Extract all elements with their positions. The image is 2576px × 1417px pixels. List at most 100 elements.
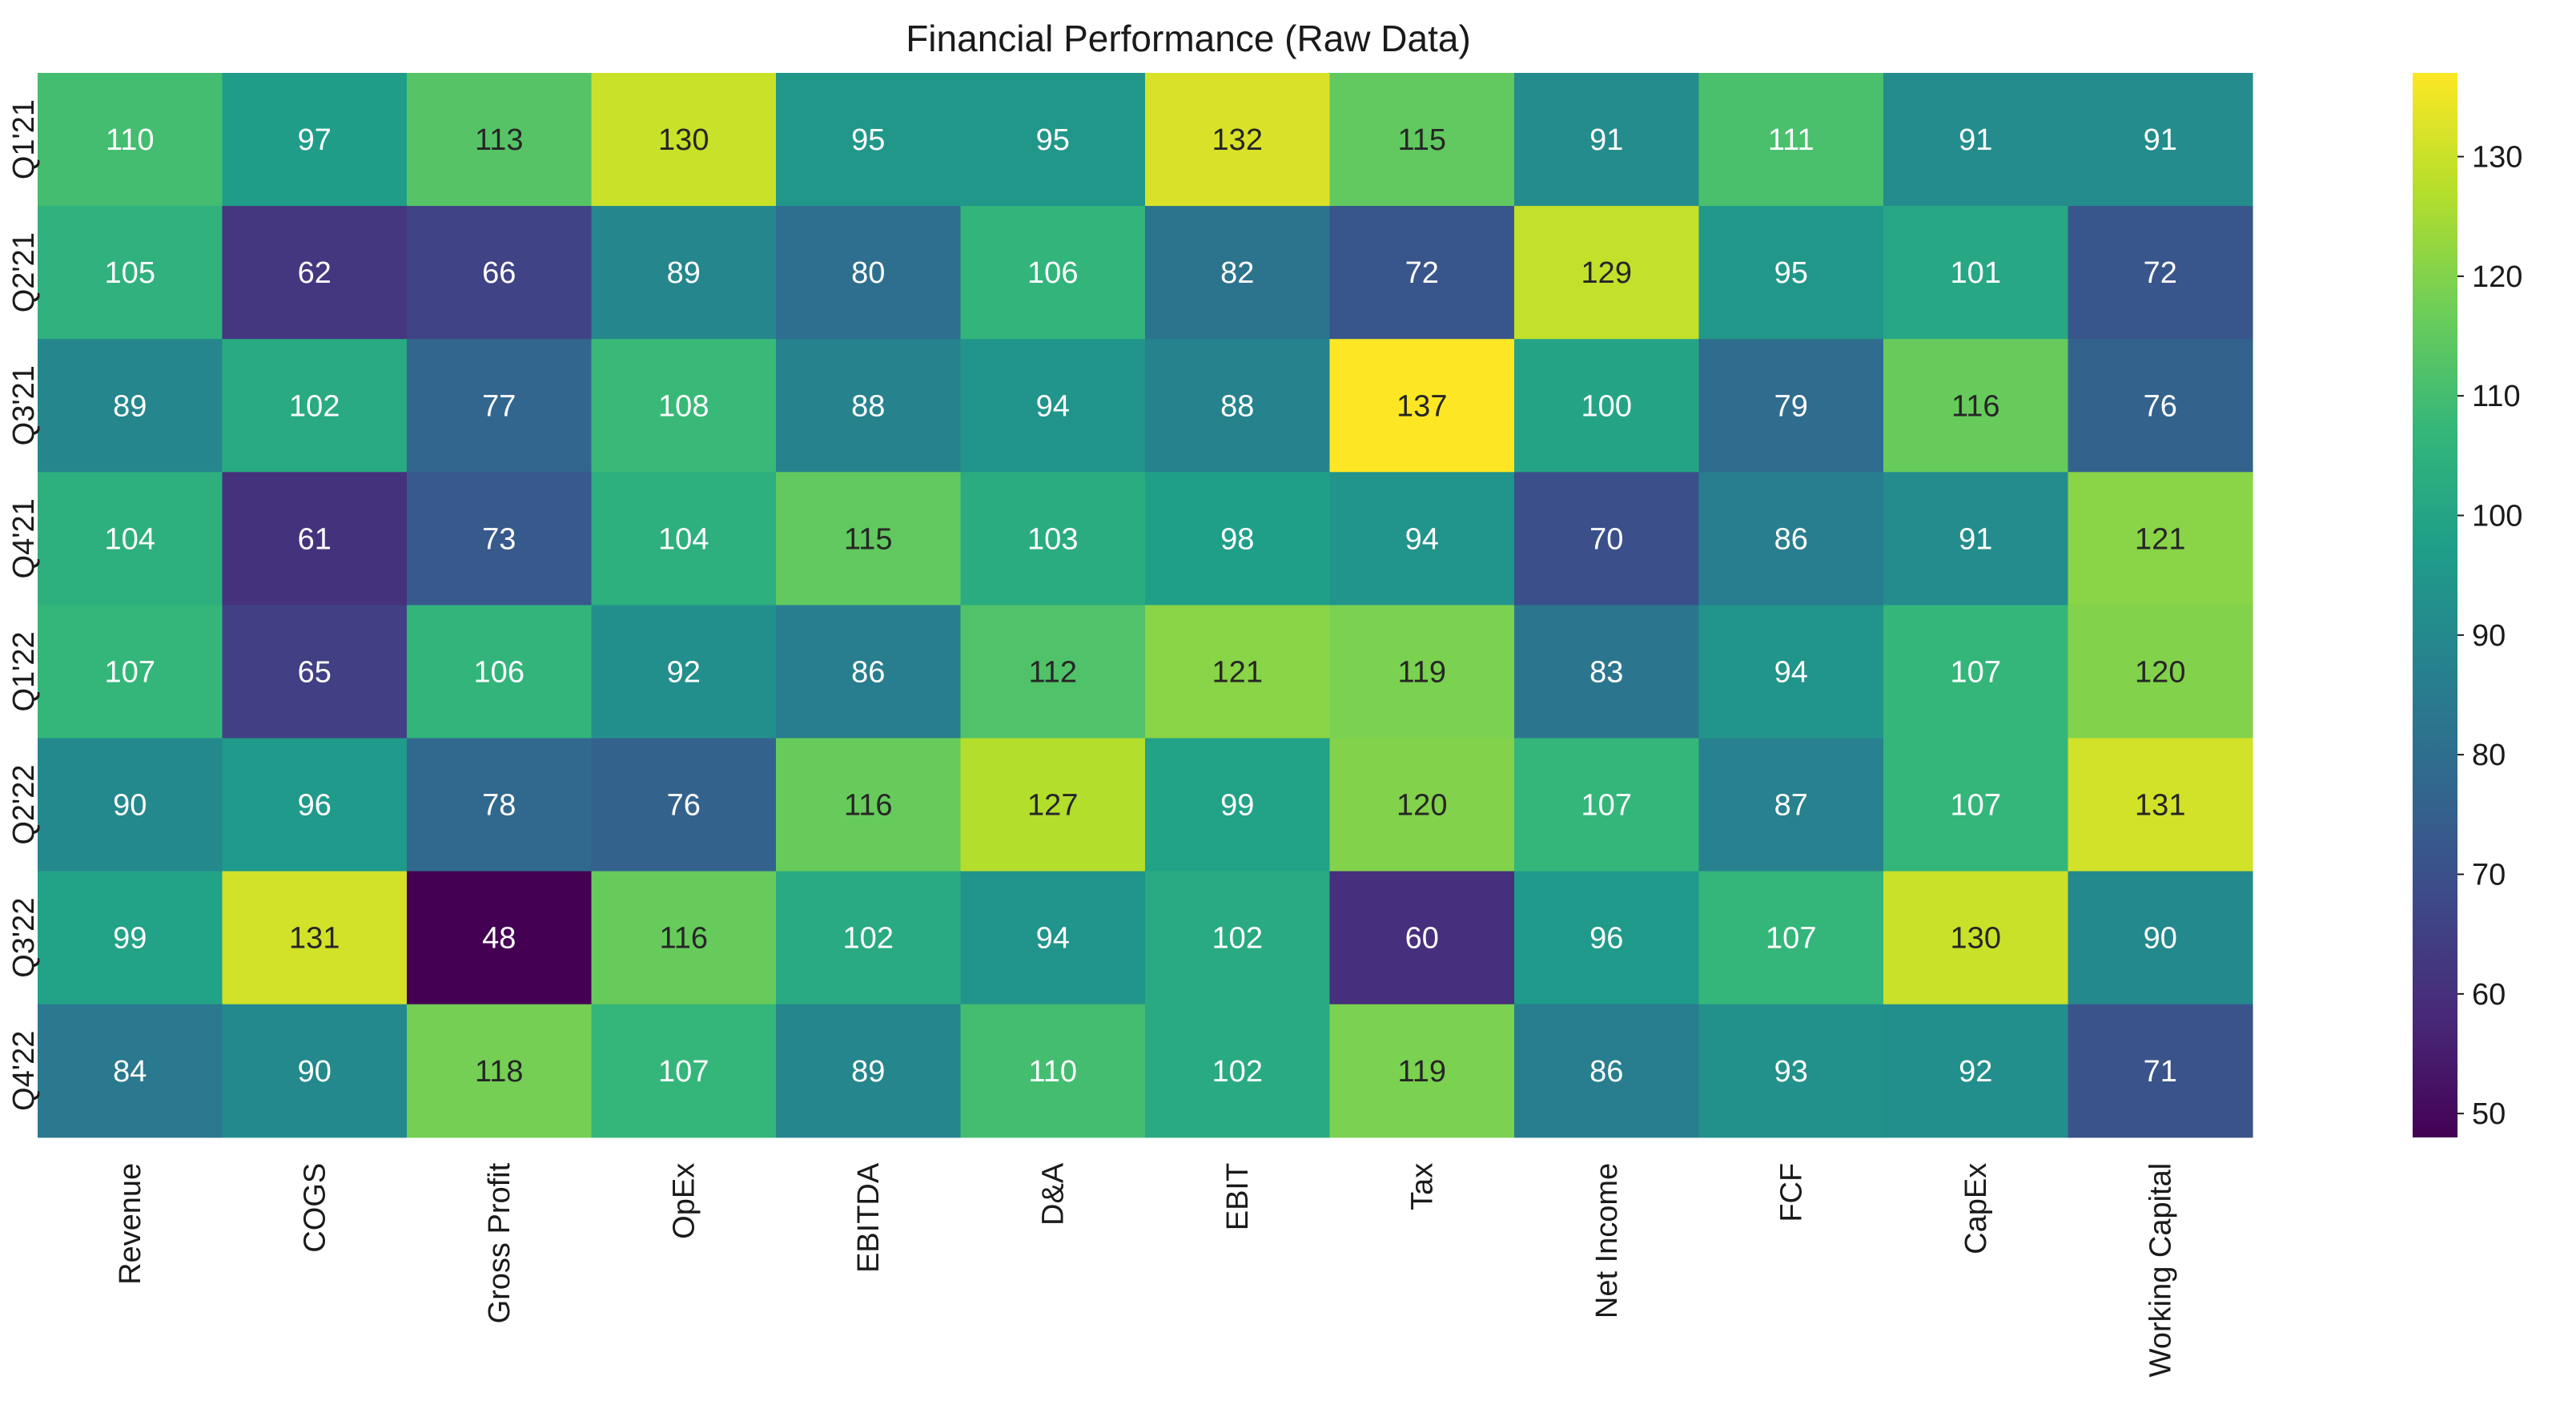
heatmap-cell-q1-22-fcf <box>1698 605 1884 739</box>
cell-value-label: 89 <box>667 256 701 290</box>
heatmap-cell-q4-22-cogs <box>222 1004 408 1138</box>
heatmap-cell-q2-21-net-income <box>1514 206 1700 340</box>
x-tick-label-ebitda: EBITDA <box>852 1162 886 1273</box>
heatmap-cell-q1-21-ebit <box>1145 73 1331 207</box>
cell-value-label: 108 <box>658 389 709 423</box>
cell-value-label: 89 <box>851 1055 885 1089</box>
y-tick-label-q4-22: Q4'22 <box>7 1031 41 1111</box>
x-tick-label-tax: Tax <box>1406 1163 1440 1210</box>
x-tick-label-capex: CapEx <box>1959 1163 1993 1254</box>
heatmap-cell-q3-21-ebit <box>1145 339 1331 473</box>
y-tick-label-q3-21: Q3'21 <box>7 365 41 445</box>
cell-value-label: 119 <box>1397 1055 1446 1089</box>
heatmap-cell-q1-22-working-capital <box>2068 605 2253 739</box>
cell-value-label: 97 <box>298 123 332 157</box>
heatmap-cell-q2-21-ebit <box>1145 206 1331 340</box>
heatmap-cell-q4-22-working-capital <box>2068 1004 2253 1138</box>
y-tick-label-q4-21: Q4'21 <box>7 498 41 578</box>
cell-value-label: 80 <box>851 256 885 290</box>
cell-value-label: 91 <box>2144 123 2177 157</box>
cell-value-label: 94 <box>1405 522 1439 556</box>
heatmap-cell-q3-22-fcf <box>1698 871 1884 1005</box>
heatmap-cell-q1-22-net-income <box>1514 605 1700 739</box>
heatmap-cell-q3-22-tax <box>1329 871 1515 1005</box>
chart-title: Financial Performance (Raw Data) <box>906 18 1471 59</box>
heatmap-cell-q2-21-d-a <box>960 206 1146 340</box>
cell-value-label: 107 <box>658 1055 709 1089</box>
cell-value-label: 120 <box>2135 655 2185 689</box>
cell-value-label: 120 <box>1397 789 1447 823</box>
heatmap-cell-q4-22-d-a <box>960 1004 1146 1138</box>
heatmap-cell-q4-22-ebit <box>1145 1004 1331 1138</box>
cell-value-label: 115 <box>844 522 893 556</box>
cell-value-label: 118 <box>475 1055 524 1089</box>
heatmap-cell-q4-21-revenue <box>38 472 223 606</box>
cell-value-label: 60 <box>1405 922 1439 956</box>
y-tick-label-q3-22: Q3'22 <box>7 898 41 978</box>
x-tick-label-revenue: Revenue <box>114 1163 147 1285</box>
heatmap-cell-q3-22-d-a <box>960 871 1146 1005</box>
x-axis-tick-labels: Revenue COGS Gross Profit OpEx EBITDA D&A EBIT… <box>114 1162 2178 1377</box>
cell-value-label: 113 <box>475 123 524 157</box>
cell-value-label: 83 <box>1589 655 1623 689</box>
cell-value-label: 132 <box>1212 123 1263 157</box>
heatmap-cell-q1-22-ebit <box>1145 605 1331 739</box>
cell-value-label: 48 <box>482 922 516 956</box>
heatmap-cell-q2-21-working-capital <box>2068 206 2253 340</box>
heatmap-cell-q1-21-revenue <box>38 73 223 207</box>
heatmap-cell-q1-21-ebitda <box>776 73 962 207</box>
cell-value-label: 94 <box>1036 389 1070 423</box>
heatmap-cell-q1-22-revenue <box>38 605 223 739</box>
cell-value-label: 76 <box>667 789 701 823</box>
cell-value-label: 129 <box>1581 256 1632 290</box>
cell-value-label: 92 <box>1959 1055 1992 1089</box>
heatmap-cell-q3-22-net-income <box>1514 871 1700 1005</box>
heatmap-cell-q2-21-revenue <box>38 206 223 340</box>
cell-value-label: 102 <box>1212 1055 1263 1089</box>
cell-value-label: 116 <box>659 922 708 956</box>
colorbar-tick-label-130: 130 <box>2472 141 2522 175</box>
heatmap-cell-q1-22-cogs <box>222 605 408 739</box>
cell-value-label: 95 <box>851 123 885 157</box>
heatmap-cell-q3-21-capex <box>1883 339 2069 473</box>
cell-value-label: 72 <box>1405 256 1439 290</box>
cell-value-label: 110 <box>106 123 155 157</box>
cell-value-label: 115 <box>1397 123 1446 157</box>
heatmap-cell-q3-21-ebitda <box>776 339 962 473</box>
cell-value-label: 102 <box>1212 922 1263 956</box>
cell-value-label: 96 <box>1589 922 1623 956</box>
cell-value-label: 127 <box>1027 789 1078 823</box>
cell-value-label: 77 <box>482 389 516 423</box>
heatmap-cell-q2-22-d-a <box>960 738 1146 872</box>
cell-value-label: 94 <box>1036 922 1070 956</box>
heatmap-cell-q4-22-capex <box>1883 1004 2069 1138</box>
colorbar-tick-label-90: 90 <box>2472 619 2506 653</box>
heatmap-cell-q3-21-working-capital <box>2068 339 2253 473</box>
heatmap-cell-q1-21-gross-profit <box>407 73 593 207</box>
heatmap-cell-q2-22-ebit <box>1145 738 1331 872</box>
heatmap-cell-q1-21-cogs <box>222 73 408 207</box>
heatmap-cell-q2-21-tax <box>1329 206 1515 340</box>
heatmap-cell-q4-21-tax <box>1329 472 1515 606</box>
heatmap-cell-q3-21-gross-profit <box>407 339 593 473</box>
cell-value-label: 107 <box>105 655 155 689</box>
heatmap-cell-q4-21-net-income <box>1514 472 1700 606</box>
heatmap-cell-q2-21-gross-profit <box>407 206 593 340</box>
heatmap-cell-q2-21-opex <box>591 206 777 340</box>
cell-value-label: 130 <box>1951 922 2001 956</box>
heatmap-cell-q2-22-revenue <box>38 738 223 872</box>
cell-value-label: 104 <box>105 522 155 556</box>
heatmap-cell-q1-21-capex <box>1883 73 2069 207</box>
heatmap-cell-q3-22-working-capital <box>2068 871 2253 1005</box>
heatmap-cell-q2-22-working-capital <box>2068 738 2253 872</box>
heatmap-cell-q2-22-net-income <box>1514 738 1700 872</box>
cell-value-label: 66 <box>482 256 516 290</box>
heatmap-cell-q3-22-gross-profit <box>407 871 593 1005</box>
heatmap-cell-q4-21-ebitda <box>776 472 962 606</box>
heatmap-cell-q3-21-net-income <box>1514 339 1700 473</box>
cell-value-label: 89 <box>113 389 147 423</box>
cell-value-label: 61 <box>298 522 332 556</box>
cell-value-label: 90 <box>298 1055 332 1089</box>
cell-value-label: 95 <box>1774 256 1808 290</box>
